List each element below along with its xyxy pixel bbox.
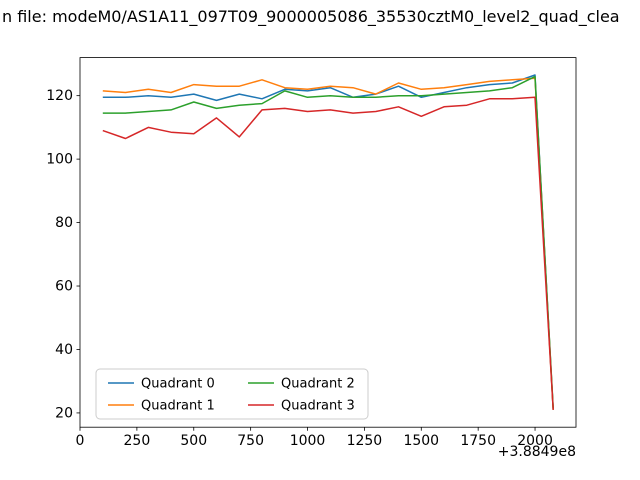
legend-label: Quadrant 0	[141, 377, 215, 392]
series-line-quadrant-2	[102, 75, 554, 409]
y-tick-label: 120	[46, 88, 73, 104]
plot-background	[80, 57, 576, 428]
x-tick-label: 2000	[517, 433, 553, 449]
series-line-quadrant-3	[102, 96, 554, 410]
legend-entry-quadrant-1: Quadrant 1	[108, 399, 215, 414]
legend-label: Quadrant 3	[281, 399, 355, 414]
legend-entry-quadrant-0: Quadrant 0	[108, 377, 215, 392]
x-tick-label: 1500	[403, 433, 439, 449]
y-tick-label: 40	[55, 342, 73, 358]
y-axis: 20 40 60 80 100 120	[46, 88, 80, 421]
x-tick-label: 1250	[347, 433, 383, 449]
series-lines	[102, 74, 554, 410]
legend-label: Quadrant 1	[141, 399, 215, 414]
x-tick-label: 750	[237, 433, 264, 449]
plot-area: 0 250 500 750 1000 1250 1500 1750 2000 20 40 60 80 10…	[46, 57, 577, 449]
legend-box	[95, 368, 369, 420]
chart-title: n file: modeM0/AS1A11_097T09_9000005086_…	[2, 7, 620, 27]
x-tick-label: 1750	[460, 433, 496, 449]
series-line-quadrant-0	[102, 74, 554, 410]
y-tick-label: 80	[55, 215, 73, 231]
legend: Quadrant 0 Quadrant 1 Quadrant 2 Quadrant 3	[95, 368, 369, 420]
y-tick-label: 20	[55, 405, 73, 421]
x-tick-label: 500	[180, 433, 207, 449]
y-tick-label: 60	[55, 279, 73, 295]
x-tick-label: 0	[76, 433, 85, 449]
legend-entry-quadrant-2: Quadrant 2	[248, 377, 355, 392]
x-tick-label: 250	[124, 433, 151, 449]
x-axis-offset-label: +3.8849e8	[498, 444, 576, 460]
x-axis: 0 250 500 750 1000 1250 1500 1750 2000	[76, 427, 553, 449]
legend-entry-quadrant-3: Quadrant 3	[248, 399, 355, 414]
x-tick-label: 1000	[290, 433, 326, 449]
y-tick-label: 100	[46, 152, 73, 168]
legend-label: Quadrant 2	[281, 377, 355, 392]
series-line-quadrant-1	[102, 77, 554, 410]
axes-frame	[79, 57, 577, 428]
